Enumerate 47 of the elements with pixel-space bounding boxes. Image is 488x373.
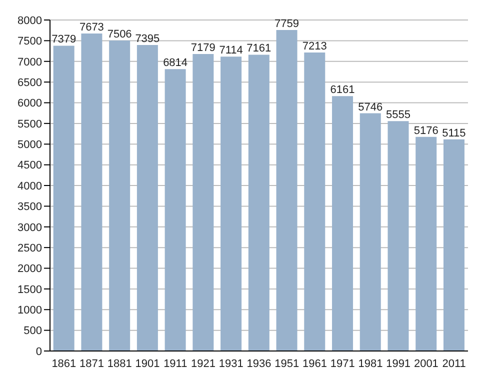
x-tick-label: 1931 <box>218 358 244 370</box>
x-tick-label: 1981 <box>358 358 383 370</box>
y-tick-label: 6000 <box>18 98 42 110</box>
y-tick-label: 7000 <box>18 56 42 68</box>
y-tick-label: 1500 <box>18 284 42 296</box>
data-label: 6161 <box>330 84 355 96</box>
x-tick-label: 1991 <box>386 358 411 370</box>
x-tick-label: 1921 <box>191 358 216 370</box>
x-tick-label: 2001 <box>414 358 438 370</box>
data-label: 7506 <box>107 28 132 40</box>
data-label: 7179 <box>190 42 216 54</box>
x-tick-label: 1961 <box>302 358 327 370</box>
y-tick-label: 8000 <box>18 14 42 27</box>
y-tick-label: 5000 <box>18 139 42 152</box>
data-label: 7673 <box>79 22 104 34</box>
data-label: 7213 <box>302 40 327 53</box>
x-tick-label: 1901 <box>135 358 160 370</box>
data-label: 6814 <box>163 57 188 70</box>
data-label: 7114 <box>219 44 243 57</box>
y-tick-label: 3500 <box>18 201 42 214</box>
x-tick-label: 1871 <box>80 358 104 370</box>
y-tick-label: 2000 <box>18 263 42 276</box>
data-label: 7379 <box>52 34 76 46</box>
data-label: 5746 <box>358 101 383 114</box>
x-tick-label: 1971 <box>330 358 355 370</box>
data-label: 5555 <box>386 109 410 122</box>
y-tick-label: 4500 <box>18 160 42 172</box>
x-tick-label: 1951 <box>274 358 300 370</box>
data-label: 7759 <box>274 18 300 30</box>
y-tick-label: 7500 <box>18 36 42 48</box>
y-tick-label: 500 <box>24 325 42 338</box>
x-tick-label: 1881 <box>107 358 132 370</box>
x-tick-label: 2011 <box>442 358 466 370</box>
data-label: 5176 <box>414 124 438 137</box>
y-tick-label: 0 <box>36 346 42 358</box>
y-tick-label: 1000 <box>18 304 42 317</box>
x-tick-label: 1861 <box>52 358 76 370</box>
y-tick-label: 3000 <box>18 222 42 234</box>
data-label: 5115 <box>442 127 466 140</box>
x-tick-label: 1936 <box>246 358 272 370</box>
data-label: 7161 <box>246 42 272 55</box>
y-tick-label: 6500 <box>18 76 42 89</box>
y-tick-label: 4000 <box>18 180 42 192</box>
y-tick-label: 5500 <box>18 118 42 130</box>
x-tick-label: 1911 <box>164 358 188 370</box>
data-label: 7395 <box>135 33 160 46</box>
y-tick-label: 2500 <box>18 242 42 254</box>
